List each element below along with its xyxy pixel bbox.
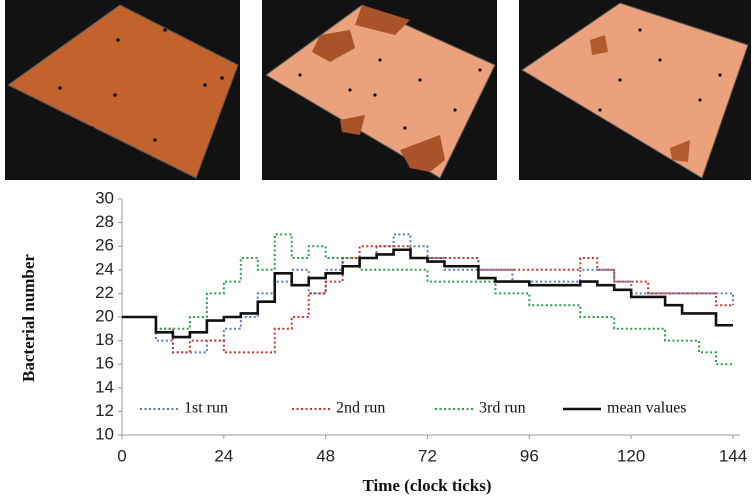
series-line <box>122 248 733 339</box>
x-tick-label: 144 <box>719 446 747 465</box>
legend-label: mean values <box>607 400 687 417</box>
y-tick-label: 14 <box>95 377 114 396</box>
series-line <box>122 233 733 366</box>
plot-area: 10 12 14 16 18 20 22 24 26 28 30 0 24 48 72 96 120 144 1st… <box>95 188 747 465</box>
depleted-patches <box>590 35 690 162</box>
x-tick-label: 24 <box>214 446 233 465</box>
x-tick-label: 48 <box>316 446 335 465</box>
x-tick-label: 0 <box>117 446 126 465</box>
bacteria-dots <box>298 58 482 130</box>
y-axis-title: Bacterial number <box>19 254 38 382</box>
y-tick-label: 20 <box>95 306 114 325</box>
y-tick-label: 10 <box>95 424 114 443</box>
simulation-snapshots <box>5 0 751 180</box>
y-tick-label: 12 <box>95 401 114 420</box>
y-tick-label: 22 <box>95 283 114 302</box>
legend-label: 1st run <box>184 400 228 417</box>
y-tick-label: 16 <box>95 354 114 373</box>
x-tick-label: 120 <box>617 446 645 465</box>
snapshot-grid <box>521 2 749 179</box>
legend-label: 3rd run <box>479 400 526 417</box>
x-tick-label: 72 <box>418 446 437 465</box>
y-tick-label: 30 <box>95 188 114 207</box>
x-axis-title: Time (clock ticks) <box>362 476 491 495</box>
depleted-patches <box>312 5 445 172</box>
bacteria-dots <box>58 28 224 154</box>
bacteria-dots <box>598 28 722 152</box>
series-line <box>122 233 734 354</box>
y-tick-label: 26 <box>95 236 114 255</box>
y-tick-label: 28 <box>95 212 114 231</box>
y-tick-label: 18 <box>95 330 114 349</box>
legend-label: 2nd run <box>336 400 385 417</box>
y-tick-label: 24 <box>95 259 114 278</box>
snapshot-grid <box>7 4 239 179</box>
x-tick-label: 96 <box>520 446 539 465</box>
